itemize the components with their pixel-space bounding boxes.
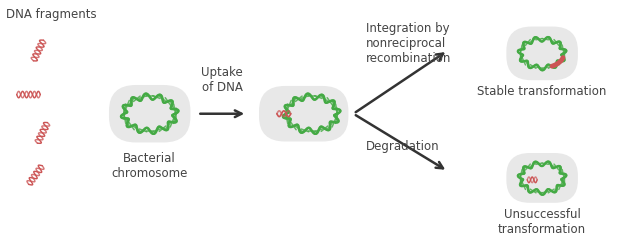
Text: Stable transformation: Stable transformation	[478, 85, 607, 98]
Text: DNA fragments: DNA fragments	[6, 8, 96, 21]
Text: Bacterial
chromosome: Bacterial chromosome	[111, 152, 188, 180]
Text: Uptake
of DNA: Uptake of DNA	[201, 66, 243, 94]
Text: Integration by
nonreciprocal
recombination: Integration by nonreciprocal recombinati…	[366, 22, 452, 65]
FancyBboxPatch shape	[259, 86, 348, 141]
Text: Unsuccessful
transformation: Unsuccessful transformation	[498, 208, 586, 236]
Text: Degradation: Degradation	[366, 140, 440, 153]
FancyBboxPatch shape	[109, 85, 191, 142]
FancyBboxPatch shape	[506, 27, 578, 80]
FancyBboxPatch shape	[506, 153, 578, 203]
